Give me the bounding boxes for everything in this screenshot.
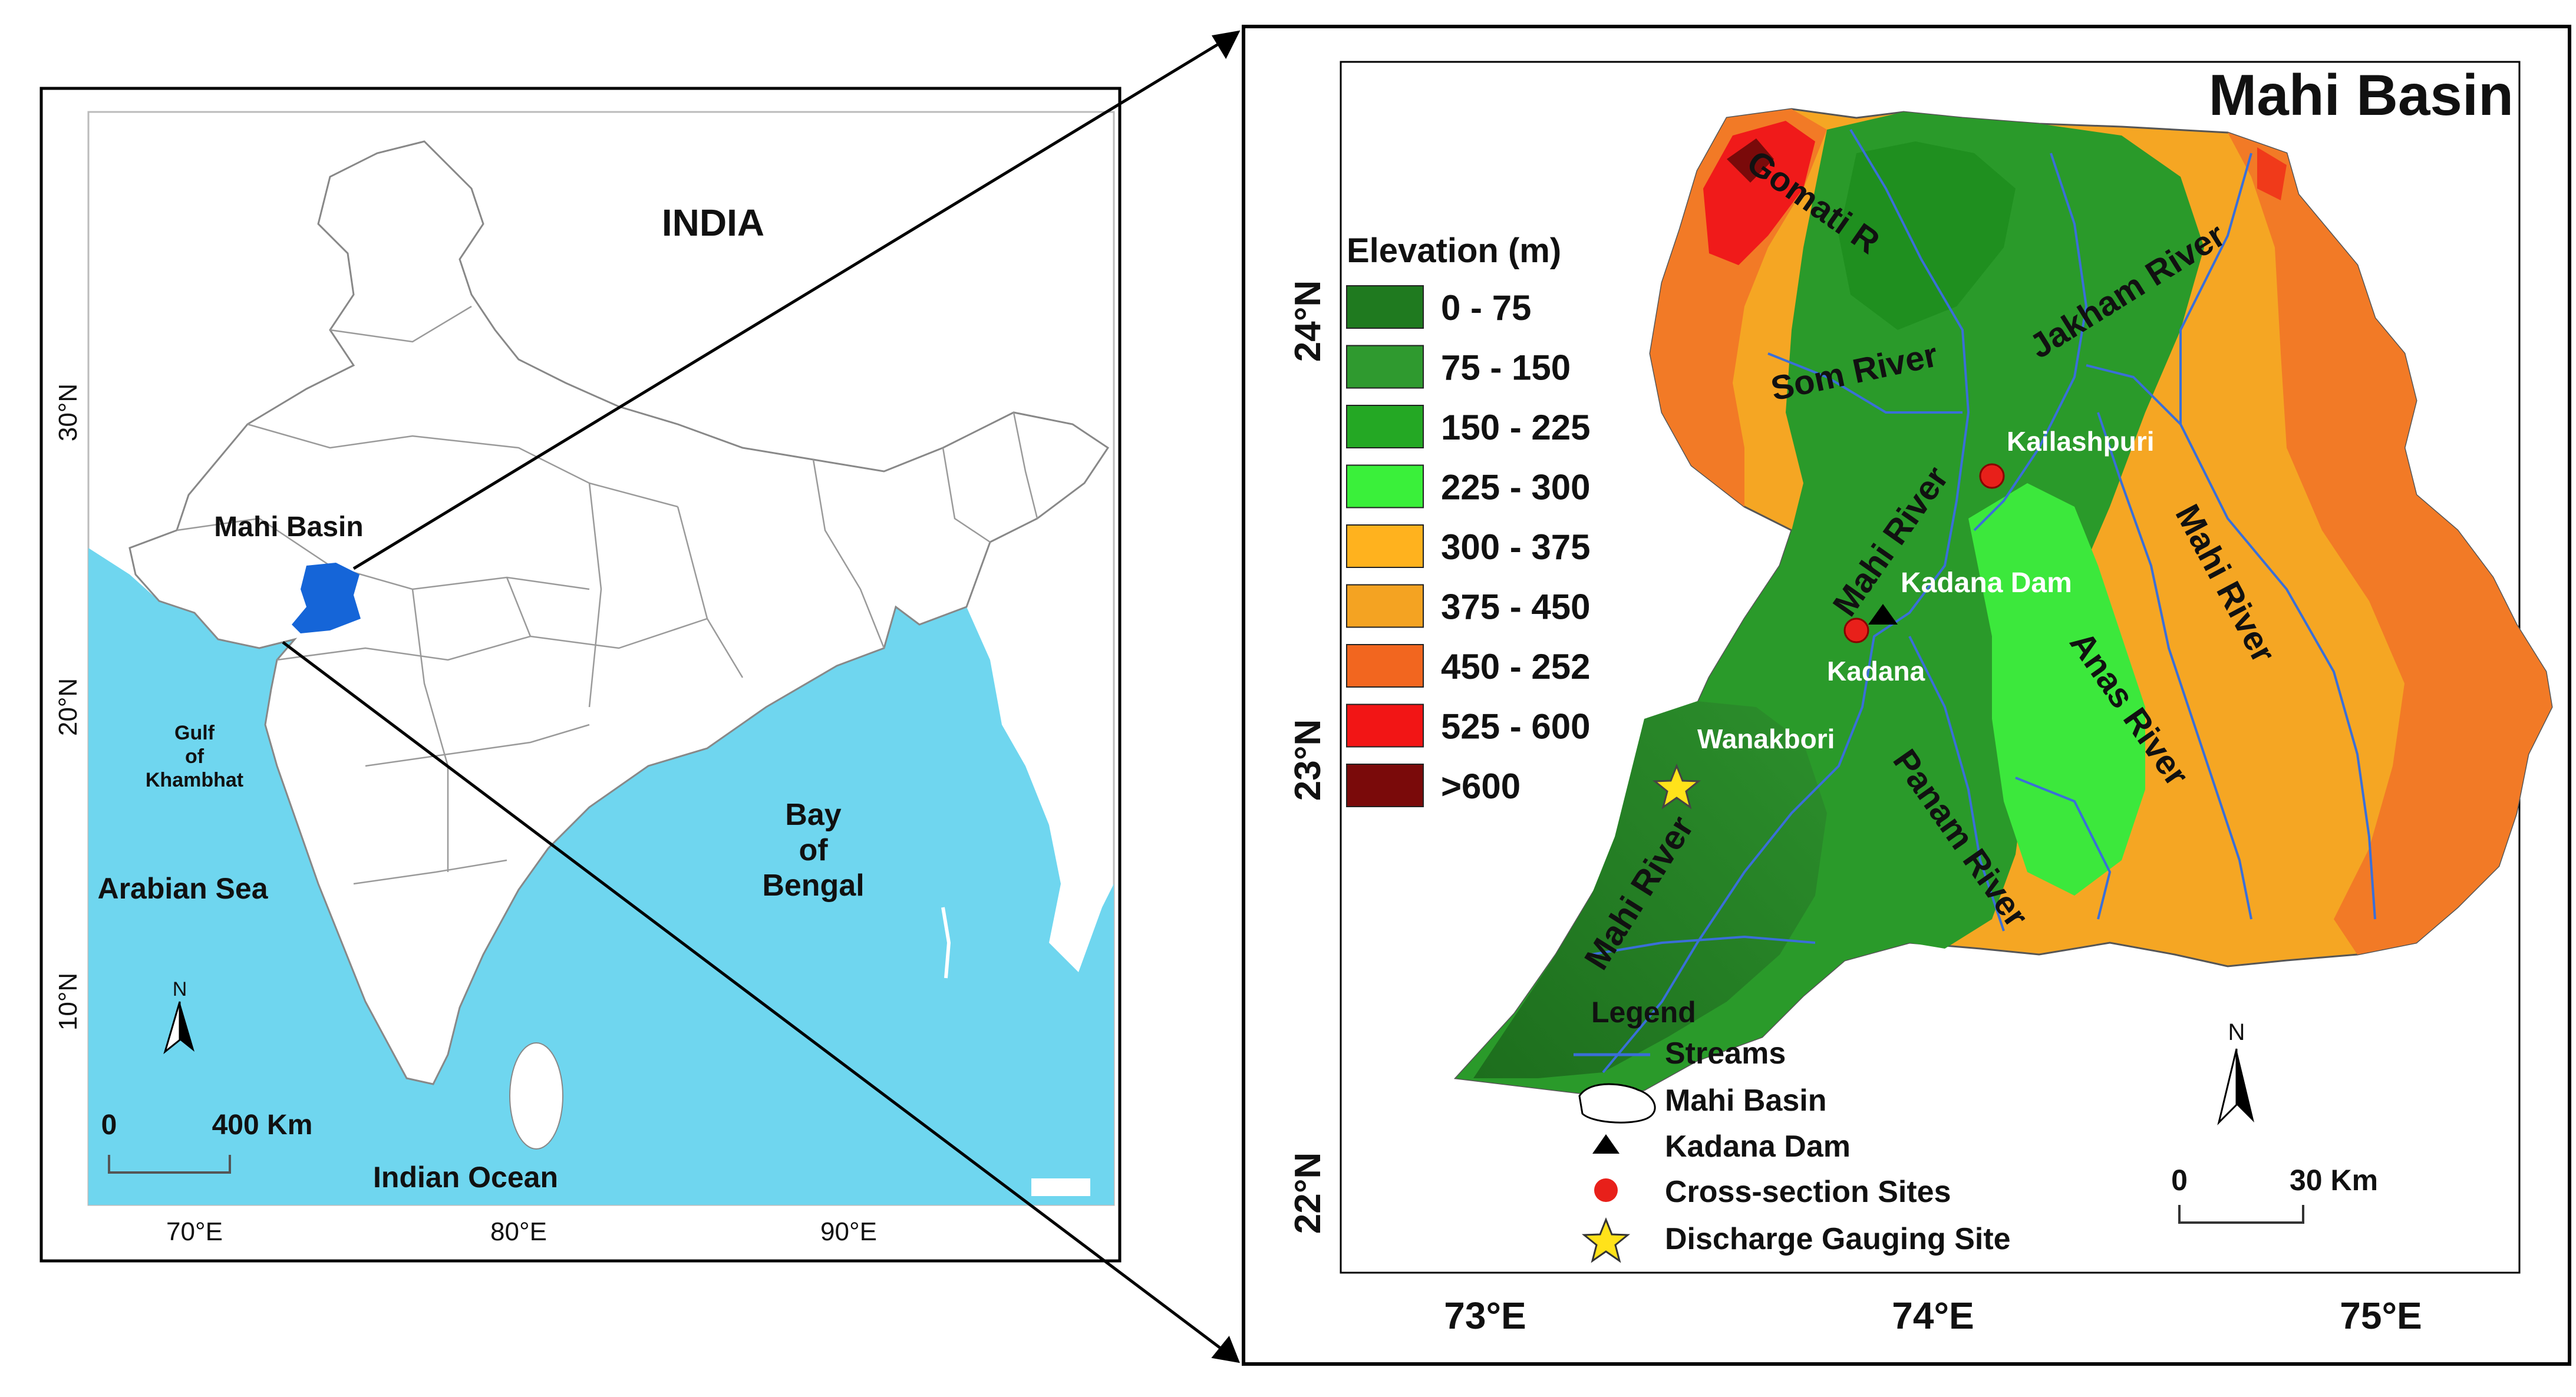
legend-basin-symbol xyxy=(1578,1083,1656,1124)
elevation-label-6: 450 - 252 xyxy=(1441,647,1591,686)
legend-gauging-site: Discharge Gauging Site xyxy=(1665,1222,2011,1256)
elevation-swatch-1 xyxy=(1346,345,1424,389)
lon-tick-74: 74°E xyxy=(1892,1294,1974,1337)
india-map-panel: 30°N 20°N 10°N 70°E 80°E 90°E INDIA Mahi… xyxy=(39,87,1122,1263)
mahi-basin-highlight xyxy=(292,563,361,633)
lon-tick-90: 90°E xyxy=(820,1217,877,1246)
elevation-0-75 xyxy=(1473,701,1827,1078)
inset-connectors xyxy=(282,30,1241,1363)
scale-end-basin: 30 Km xyxy=(2290,1164,2378,1197)
site-marker-kadana xyxy=(1843,617,1869,643)
site-kadana-dam-label: Kadana Dam xyxy=(1901,567,2072,599)
elevation-gt-600 xyxy=(1727,138,1774,183)
elevation-label-3: 225 - 300 xyxy=(1441,468,1591,507)
basin-label: Mahi Basin xyxy=(214,511,363,543)
scale-end-india: 400 Km xyxy=(212,1109,313,1141)
bay-label-1: Bay xyxy=(785,798,841,832)
gauge-marker-wanakbori xyxy=(1652,763,1701,810)
legend-mahi-basin: Mahi Basin xyxy=(1665,1084,1827,1118)
north-letter-india: N xyxy=(173,978,187,1000)
elevation-swatch-0 xyxy=(1346,285,1424,329)
elevation-legend-rows: 0 - 75 75 - 150 150 - 225 225 - 300 300 - 37… xyxy=(1346,285,1591,807)
symbol-legend: Legend Streams Mahi Basin Kadana Dam Cro… xyxy=(1574,996,2011,1263)
arabian-sea-label: Arabian Sea xyxy=(97,872,268,905)
india-landmass xyxy=(128,140,1110,1085)
elevation-label-2: 150 - 225 xyxy=(1441,408,1591,447)
legend-cross-section: Cross-section Sites xyxy=(1665,1175,1951,1209)
lon-tick-73: 73°E xyxy=(1444,1294,1526,1337)
elevation-swatch-5 xyxy=(1346,584,1424,628)
elevation-legend-title: Elevation (m) xyxy=(1347,232,1561,270)
indian-ocean-label: Indian Ocean xyxy=(373,1161,558,1194)
scale-bar-basin: 0 30 Km xyxy=(2171,1164,2378,1224)
elevation-swatch-3 xyxy=(1346,464,1424,508)
scale-zero-basin: 0 xyxy=(2171,1164,2188,1197)
lat-tick-20: 20°N xyxy=(54,678,83,736)
elevation-swatch-7 xyxy=(1346,704,1424,748)
elevation-label-7: 525 - 600 xyxy=(1441,707,1591,747)
elevation-green-north xyxy=(1839,141,2016,330)
island-east xyxy=(1031,1178,1090,1196)
lat-tick-24: 24°N xyxy=(1288,280,1328,362)
elevation-450-525 xyxy=(2228,133,2552,955)
elevation-label-1: 75 - 150 xyxy=(1441,348,1571,388)
elevation-label-5: 375 - 450 xyxy=(1441,587,1591,627)
site-marker-kailashpuri xyxy=(1979,463,2005,489)
lon-tick-80: 80°E xyxy=(490,1217,547,1246)
elevation-225-300 xyxy=(1968,483,2145,896)
elevation-label-8: >600 xyxy=(1441,767,1520,806)
gulf-label-3: Khambhat xyxy=(146,769,243,791)
basin-map-title: Mahi Basin xyxy=(2209,62,2514,127)
north-letter-basin: N xyxy=(2228,1019,2245,1045)
legend-site-symbol xyxy=(1594,1178,1618,1202)
andaman-islands xyxy=(941,907,951,979)
site-kailashpuri-label: Kailashpuri xyxy=(2007,426,2155,457)
lat-tick-22: 22°N xyxy=(1288,1152,1328,1234)
sri-lanka xyxy=(509,1042,563,1150)
lon-tick-75: 75°E xyxy=(2340,1294,2422,1337)
india-label: INDIA xyxy=(662,202,764,244)
north-arrow-india: N xyxy=(163,978,194,1055)
elevation-swatch-8 xyxy=(1346,764,1424,807)
elevation-swatch-6 xyxy=(1346,644,1424,688)
scale-zero-india: 0 xyxy=(101,1109,117,1141)
gulf-label-2: of xyxy=(185,745,205,768)
elevation-swatch-4 xyxy=(1346,524,1424,568)
gulf-label-1: Gulf xyxy=(174,722,215,744)
symbol-legend-title: Legend xyxy=(1591,996,1696,1029)
elevation-swatch-2 xyxy=(1346,405,1424,448)
scale-bar-india: 0 400 Km xyxy=(101,1109,313,1174)
legend-kadana-dam: Kadana Dam xyxy=(1665,1130,1851,1164)
state-boundaries xyxy=(176,305,1038,885)
legend-gauge-symbol xyxy=(1581,1217,1631,1263)
site-wanakbori-label: Wanakbori xyxy=(1697,724,1835,754)
dam-marker-kadana xyxy=(1868,604,1898,625)
bay-label-3: Bengal xyxy=(762,868,864,903)
elevation-label-4: 300 - 375 xyxy=(1441,527,1591,567)
legend-dam-symbol xyxy=(1592,1134,1620,1154)
north-arrow-basin: N xyxy=(2217,1019,2254,1125)
basin-map-panel: Mahi Basin Gomati R Jakham River Som Riv… xyxy=(1242,25,2571,1366)
elevation-legend: Elevation (m) 0 - 75 75 - 150 150 - 225 225… xyxy=(1346,232,1591,807)
lat-tick-10: 10°N xyxy=(54,973,83,1031)
elevation-east-red xyxy=(2257,147,2287,200)
legend-streams: Streams xyxy=(1665,1036,1786,1071)
lat-tick-23: 23°N xyxy=(1288,719,1328,801)
lon-tick-70: 70°E xyxy=(166,1217,223,1246)
sea-area xyxy=(88,548,1114,1205)
elevation-label-0: 0 - 75 xyxy=(1441,288,1531,328)
lat-tick-30: 30°N xyxy=(54,384,83,441)
bay-label-2: of xyxy=(799,833,828,867)
site-kadana-label: Kadana xyxy=(1827,656,1925,686)
